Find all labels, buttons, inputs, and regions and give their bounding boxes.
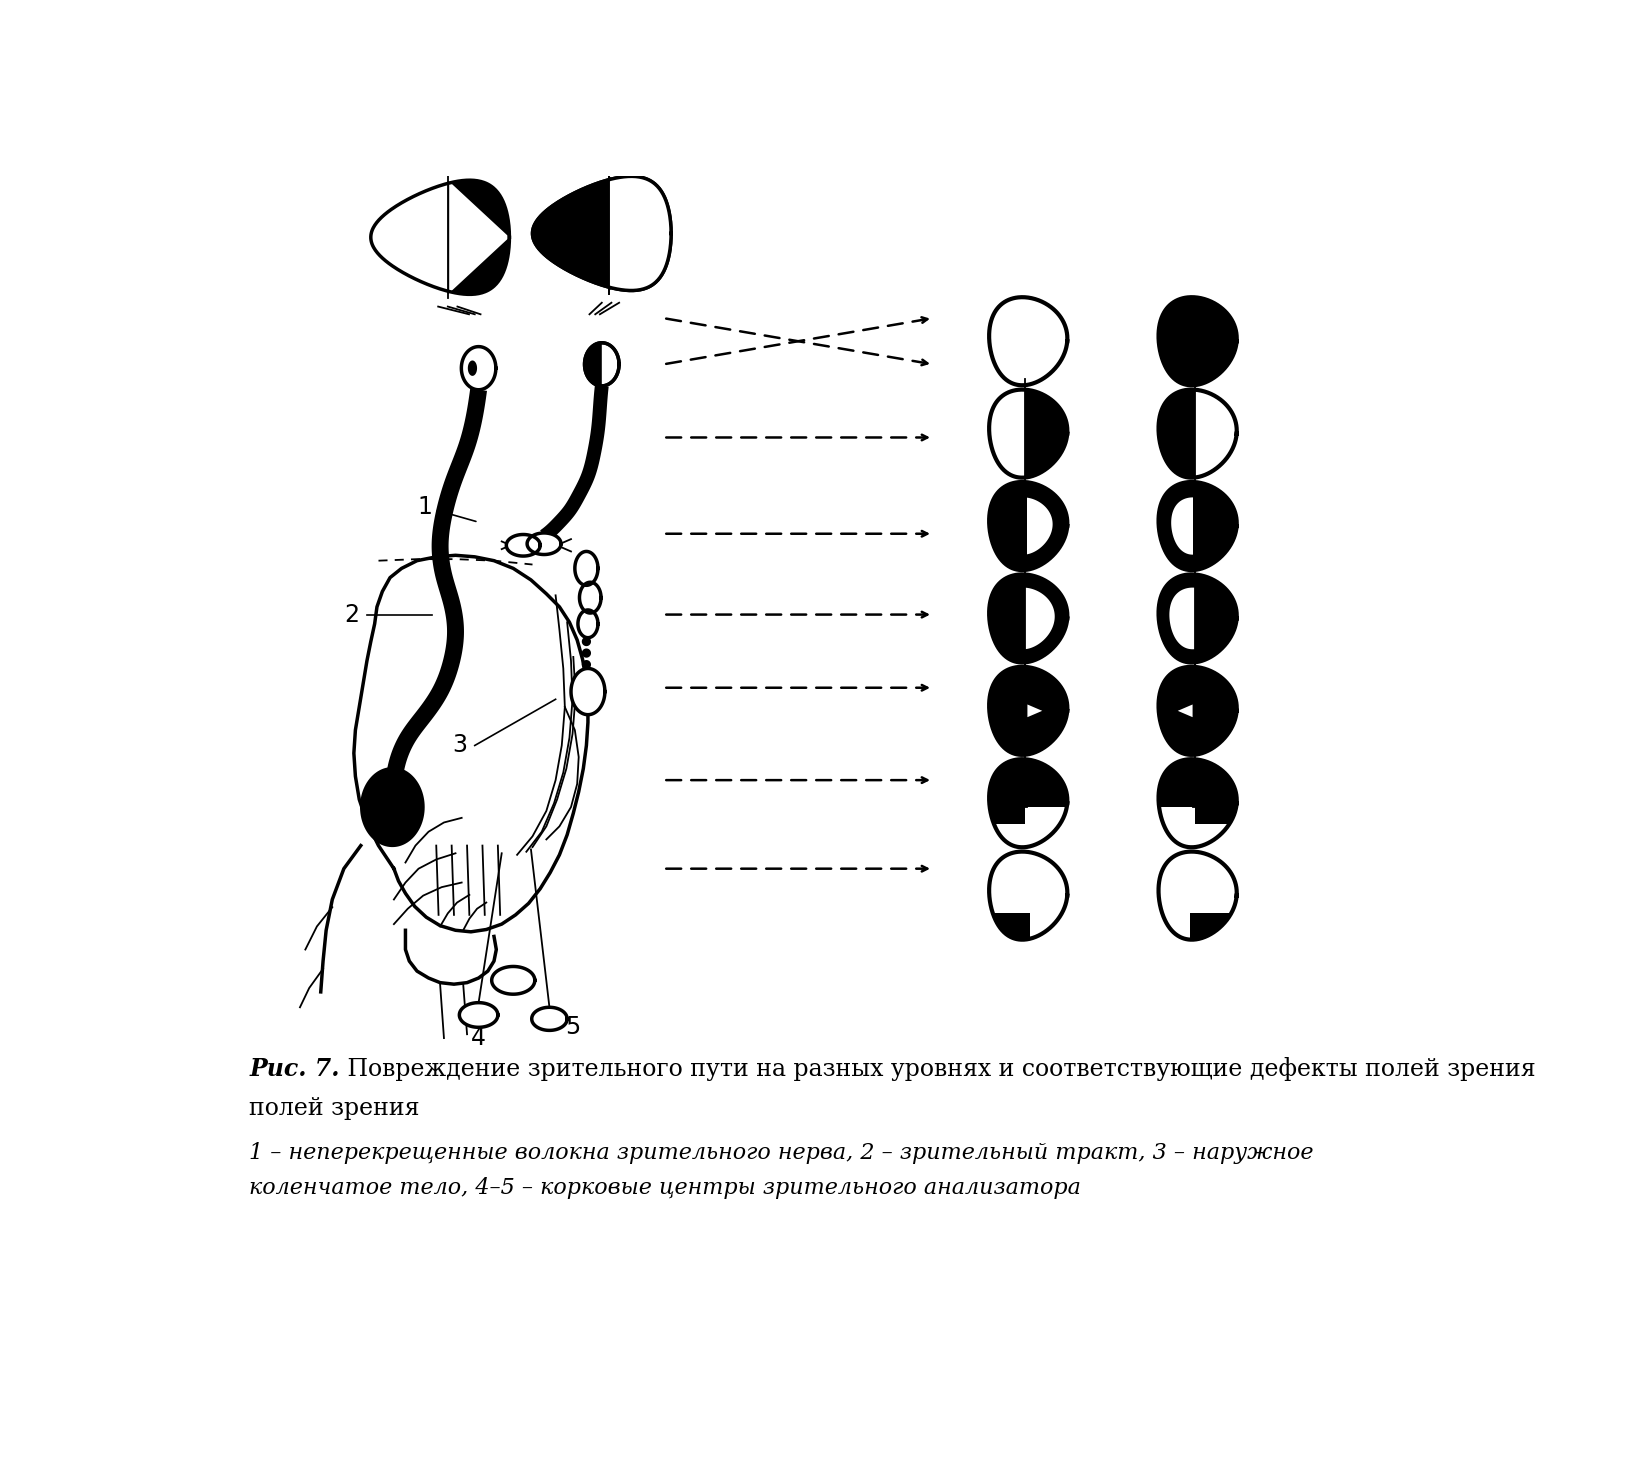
Polygon shape xyxy=(1157,297,1236,385)
Polygon shape xyxy=(533,176,670,290)
Polygon shape xyxy=(1157,760,1236,848)
PathPatch shape xyxy=(1157,760,1236,848)
Polygon shape xyxy=(1157,389,1236,477)
Polygon shape xyxy=(582,637,590,646)
PathPatch shape xyxy=(1169,587,1223,649)
Polygon shape xyxy=(447,180,510,294)
PathPatch shape xyxy=(988,760,1067,848)
Polygon shape xyxy=(988,482,1067,569)
PathPatch shape xyxy=(1157,760,1236,848)
Polygon shape xyxy=(461,347,495,389)
PathPatch shape xyxy=(1157,852,1236,940)
Polygon shape xyxy=(582,649,590,657)
Polygon shape xyxy=(533,176,670,290)
Polygon shape xyxy=(988,574,1067,663)
Text: Рис. 7.: Рис. 7. xyxy=(249,1057,339,1082)
Text: 4: 4 xyxy=(470,1026,485,1050)
Polygon shape xyxy=(988,852,1067,940)
Polygon shape xyxy=(1157,482,1236,569)
Polygon shape xyxy=(988,574,1067,663)
Polygon shape xyxy=(579,583,600,613)
Text: Повреждение зрительного пути на разных уровнях и соответствующие дефекты полей з: Повреждение зрительного пути на разных у… xyxy=(339,1057,1534,1082)
Polygon shape xyxy=(610,176,670,290)
Polygon shape xyxy=(575,552,598,586)
Polygon shape xyxy=(988,482,1067,569)
Polygon shape xyxy=(1177,704,1192,717)
Polygon shape xyxy=(582,660,590,669)
PathPatch shape xyxy=(988,389,1067,477)
Polygon shape xyxy=(361,767,425,848)
Polygon shape xyxy=(459,1003,498,1028)
Polygon shape xyxy=(1157,666,1236,755)
Polygon shape xyxy=(370,180,510,294)
Polygon shape xyxy=(988,666,1067,755)
Text: 1: 1 xyxy=(416,495,475,521)
Polygon shape xyxy=(988,389,1067,477)
Polygon shape xyxy=(583,343,602,386)
Polygon shape xyxy=(988,760,1067,848)
Text: 1 – неперекрещенные волокна зрительного нерва, 2 – зрительный тракт, 3 – наружно: 1 – неперекрещенные волокна зрительного … xyxy=(249,1142,1313,1164)
PathPatch shape xyxy=(1170,498,1221,555)
Polygon shape xyxy=(988,852,1067,940)
Polygon shape xyxy=(526,533,561,555)
Polygon shape xyxy=(506,534,539,556)
Polygon shape xyxy=(1157,852,1236,940)
Polygon shape xyxy=(492,966,534,994)
PathPatch shape xyxy=(1001,498,1052,555)
Polygon shape xyxy=(988,760,1067,848)
Text: коленчатое тело, 4–5 – корковые центры зрительного анализатора: коленчатое тело, 4–5 – корковые центры з… xyxy=(249,1177,1080,1199)
Polygon shape xyxy=(1157,574,1236,663)
PathPatch shape xyxy=(1000,587,1054,649)
Polygon shape xyxy=(988,297,1067,385)
PathPatch shape xyxy=(1157,389,1236,477)
Text: 5: 5 xyxy=(564,1015,580,1038)
Text: 2: 2 xyxy=(344,603,359,627)
Text: полей зрения: полей зрения xyxy=(249,1098,420,1120)
Polygon shape xyxy=(1026,704,1042,717)
Polygon shape xyxy=(583,343,618,386)
Polygon shape xyxy=(467,360,477,376)
Polygon shape xyxy=(539,385,608,542)
Polygon shape xyxy=(988,666,1067,755)
Polygon shape xyxy=(1157,852,1236,940)
Polygon shape xyxy=(531,1007,567,1031)
Polygon shape xyxy=(1157,574,1236,663)
Polygon shape xyxy=(1157,297,1236,385)
Polygon shape xyxy=(1157,760,1236,848)
Polygon shape xyxy=(570,669,605,714)
Text: 3: 3 xyxy=(452,733,467,757)
Polygon shape xyxy=(533,180,610,287)
Polygon shape xyxy=(1157,482,1236,569)
Polygon shape xyxy=(1157,666,1236,755)
Polygon shape xyxy=(385,388,487,792)
PathPatch shape xyxy=(988,852,1067,940)
Polygon shape xyxy=(577,610,598,638)
PathPatch shape xyxy=(988,760,1067,848)
